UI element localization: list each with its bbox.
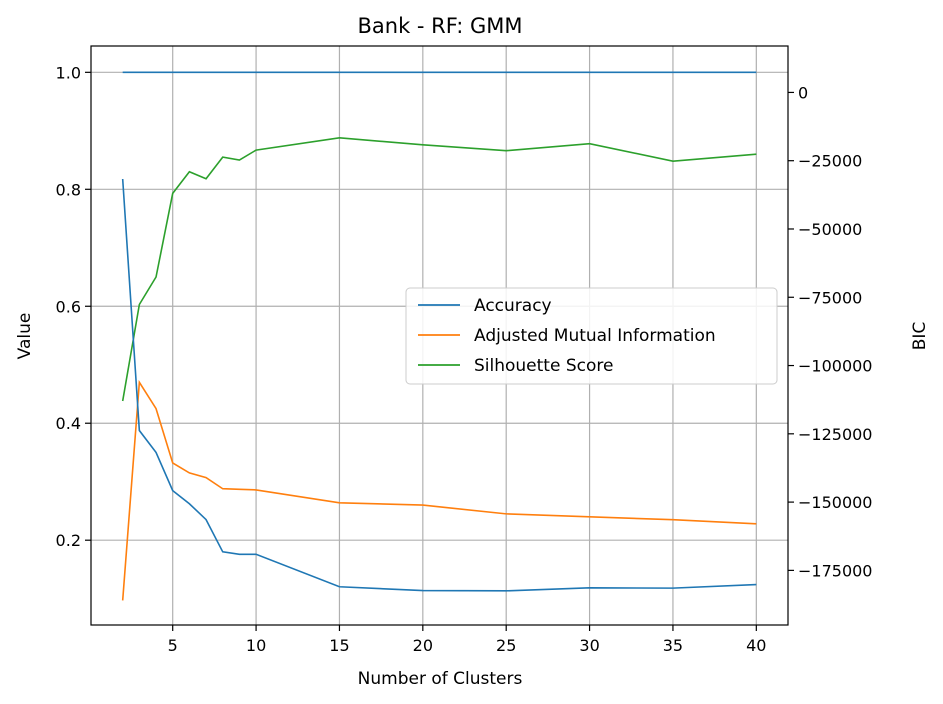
x-axis-label: Number of Clusters	[358, 669, 523, 689]
legend-entry-label: Silhouette Score	[474, 356, 613, 376]
legend: Accuracy Adjusted Mutual Information Silho…	[405, 287, 778, 385]
y2-tick-label: 0	[798, 83, 808, 102]
y2-tick-label: −125000	[798, 425, 872, 444]
series-line-silhouette-score	[121, 137, 757, 402]
x-tick-label: 20	[413, 636, 433, 655]
y2-tick-label: −25000	[798, 152, 862, 171]
legend-entry-label: Accuracy	[474, 296, 552, 316]
y2-tick-label: −50000	[798, 220, 862, 239]
series-line-adjusted-mutual-information	[121, 379, 757, 601]
x-tick-label: 40	[746, 636, 766, 655]
x-tick-label: 30	[579, 636, 599, 655]
x-tick-label: 15	[329, 636, 349, 655]
legend-entry-label: Adjusted Mutual Information	[474, 326, 716, 346]
chart-title: Bank - RF: GMM	[358, 14, 523, 38]
y-tick-label: 0.8	[56, 180, 81, 199]
y-axis-right: 0 −25000 −50000 −75000 −100000 −125000 −150000…	[788, 83, 872, 580]
series-line-bic	[121, 178, 757, 592]
y2-tick-label: −175000	[798, 561, 872, 580]
y-axis-label: Value	[15, 313, 35, 360]
y-tick-label: 0.6	[56, 297, 81, 316]
x-axis: 5 10 15 20 25 30 35 40	[168, 625, 766, 655]
y-tick-label: 0.4	[56, 414, 81, 433]
x-tick-label: 35	[663, 636, 683, 655]
y2-axis-label: BIC	[910, 322, 930, 351]
legend-box	[405, 287, 778, 385]
x-tick-label: 25	[496, 636, 516, 655]
y-tick-label: 1.0	[56, 63, 81, 82]
y-axis-left: 0.2 0.4 0.6 0.8 1.0	[56, 63, 91, 550]
x-tick-label: 5	[168, 636, 178, 655]
y2-tick-label: −100000	[798, 357, 872, 376]
series-lines	[121, 71, 757, 601]
y2-tick-label: −75000	[798, 288, 862, 307]
y-tick-label: 0.2	[56, 531, 81, 550]
plot-frame	[90, 45, 789, 626]
y2-tick-label: −150000	[798, 493, 872, 512]
x-tick-label: 10	[246, 636, 266, 655]
